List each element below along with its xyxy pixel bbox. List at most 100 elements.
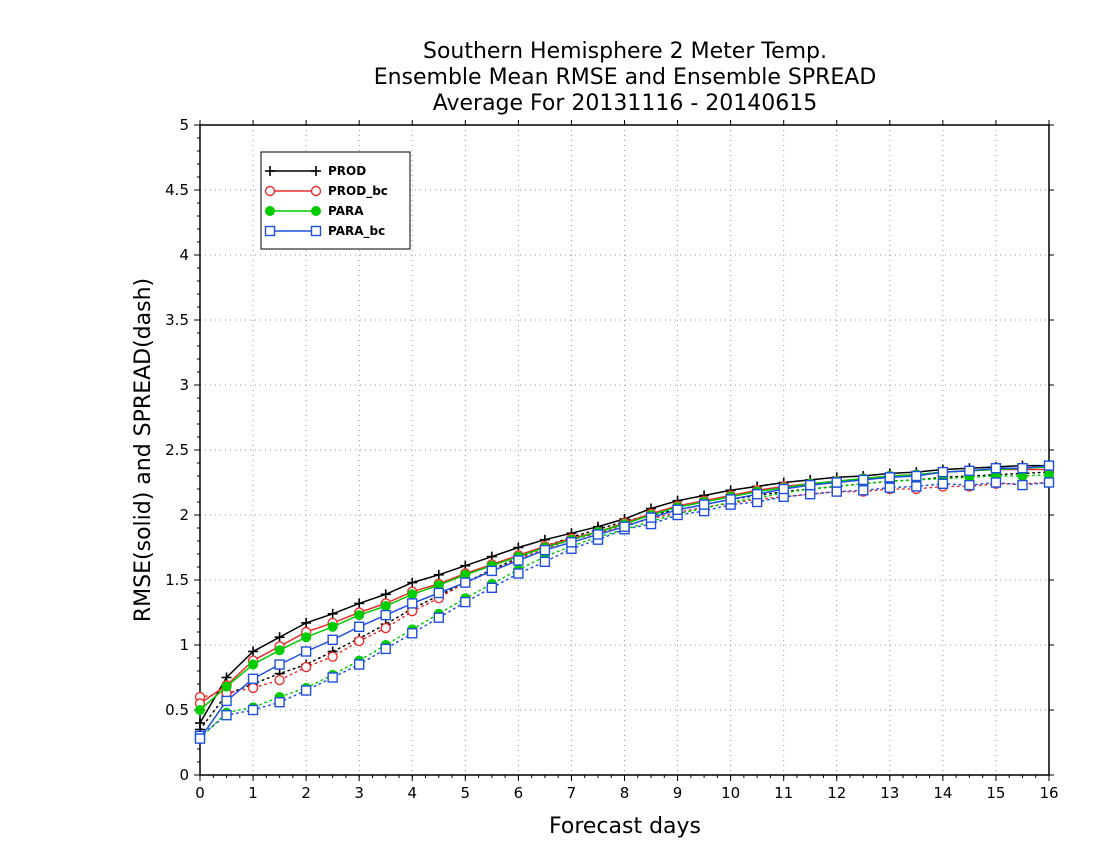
marker-square [380, 643, 391, 655]
marker-square [858, 485, 869, 496]
y-tick-label: 0.5 [165, 701, 189, 719]
point-para-bc-rmse [274, 659, 285, 670]
x-tick-label: 1 [248, 784, 258, 802]
point-para-bc-spread [380, 643, 391, 655]
point-para-bc-spread [831, 486, 842, 497]
marker-square [778, 483, 789, 495]
point-para-bc-rmse [884, 472, 896, 483]
marker-square [353, 659, 365, 670]
marker-circle [264, 185, 276, 197]
point-para-rmse [354, 610, 365, 621]
axis-ticks [194, 120, 1054, 781]
x-tick-label: 13 [880, 784, 899, 802]
marker-square [1017, 463, 1028, 474]
point-para-bc-rmse [407, 598, 418, 609]
marker-square [194, 733, 206, 744]
point-para-bc-spread [1017, 479, 1028, 491]
x-tick-label: 10 [721, 784, 740, 802]
marker-square [592, 529, 604, 540]
point-para-bc-spread [990, 477, 1002, 488]
point-para-bc-rmse [300, 646, 312, 657]
marker-square [539, 544, 551, 556]
point-para-bc-rmse [433, 587, 444, 599]
marker-square [831, 477, 842, 488]
point-para-rmse [380, 601, 391, 611]
point-para-bc-rmse [1043, 460, 1055, 471]
y-tick-label: 4 [179, 246, 189, 264]
marker-square [353, 621, 365, 632]
marker-square [645, 512, 657, 523]
marker-filled-circle [354, 610, 365, 621]
y-tick-label: 3.5 [165, 311, 189, 329]
x-tick-label: 11 [774, 784, 793, 802]
marker-square [937, 466, 949, 478]
point-para-bc-spread [433, 612, 444, 623]
point-para-bc-rmse [513, 555, 524, 566]
point-prod-bc-spread [247, 682, 259, 694]
marker-square [884, 472, 896, 483]
marker-square [486, 582, 498, 593]
marker-filled-circle [327, 621, 338, 632]
legend-marker-para-bc-end [310, 225, 322, 237]
marker-filled-circle [380, 601, 391, 611]
marker-filled-circle [311, 206, 321, 216]
marker-square [990, 463, 1002, 474]
legend-label-prod: PROD [328, 164, 366, 178]
marker-square [310, 225, 322, 237]
point-para-bc-spread [300, 685, 312, 696]
point-prod-bc-spread [274, 674, 285, 686]
point-prod-bc-spread [327, 651, 338, 662]
marker-circle [300, 661, 312, 673]
legend-marker-para-end [311, 206, 321, 216]
marker-filled-circle [248, 659, 259, 670]
marker-square [274, 659, 285, 670]
marker-square [964, 465, 975, 476]
point-para-bc-spread [884, 482, 896, 493]
marker-square [513, 555, 524, 566]
point-para-bc-spread [486, 582, 498, 593]
marker-circle [353, 635, 365, 647]
marker-square [911, 481, 922, 492]
marker-square [698, 499, 710, 510]
chart-title: Southern Hemisphere 2 Meter Temp. Ensemb… [374, 39, 877, 116]
x-tick-label: 7 [567, 784, 577, 802]
point-para-bc-rmse [566, 537, 577, 548]
point-para-bc-spread [407, 628, 418, 639]
y-tick-label: 5 [179, 116, 189, 134]
marker-square [460, 577, 471, 588]
chart-title-line-2: Ensemble Mean RMSE and Ensemble SPREAD [374, 65, 877, 90]
point-prod-rmse [195, 718, 205, 728]
marker-square [1043, 460, 1055, 471]
x-tick-label: 6 [514, 784, 524, 802]
marker-circle [247, 682, 259, 694]
point-para-bc-spread [353, 659, 365, 670]
point-para-bc-spread [539, 556, 551, 567]
point-para-bc-rmse [751, 489, 763, 500]
y-tick-label: 1 [179, 636, 189, 654]
point-para-bc-rmse [672, 504, 683, 515]
marker-filled-circle [407, 589, 418, 600]
point-para-bc-rmse [937, 466, 949, 478]
marker-square [751, 489, 763, 500]
point-para-bc-rmse [858, 474, 869, 486]
point-para-bc-spread [964, 479, 975, 491]
marker-square [619, 521, 630, 532]
point-para-bc-rmse [911, 470, 922, 482]
marker-square [513, 568, 524, 579]
point-para-bc-rmse [460, 577, 471, 588]
point-para-rmse [221, 681, 232, 692]
point-para-bc-rmse [247, 673, 259, 684]
x-tick-label: 4 [407, 784, 417, 802]
marker-square [539, 556, 551, 567]
x-tick-label: 0 [195, 784, 205, 802]
marker-filled-circle [221, 681, 232, 692]
marker-square [911, 470, 922, 482]
point-prod-bc-spread [353, 635, 365, 647]
point-para-bc-rmse [619, 521, 630, 532]
y-tick-label: 4.5 [165, 181, 189, 199]
point-para-bc-rmse [725, 494, 736, 505]
point-para-bc-rmse [964, 465, 975, 476]
marker-square [937, 478, 949, 489]
legend-label-prod-bc: PROD_bc [328, 184, 388, 199]
marker-square [327, 672, 338, 683]
